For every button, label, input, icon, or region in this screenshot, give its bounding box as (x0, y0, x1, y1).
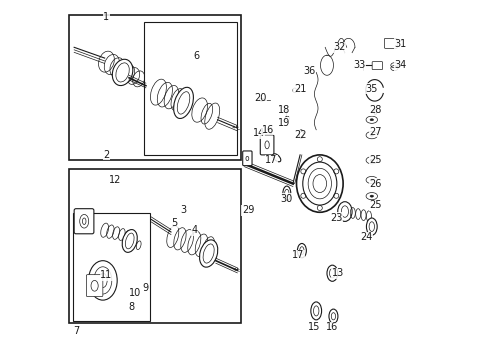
Text: 24: 24 (360, 232, 372, 242)
FancyBboxPatch shape (384, 39, 396, 48)
Ellipse shape (369, 179, 373, 181)
Text: 19: 19 (277, 118, 289, 128)
Text: 11: 11 (100, 270, 112, 280)
Text: 23: 23 (329, 213, 342, 222)
Ellipse shape (369, 159, 373, 161)
Bar (69, 169, 241, 323)
Ellipse shape (173, 87, 193, 118)
Ellipse shape (298, 130, 303, 138)
Ellipse shape (328, 309, 337, 323)
Text: 25: 25 (368, 200, 381, 210)
FancyBboxPatch shape (371, 62, 382, 69)
Ellipse shape (366, 218, 376, 235)
Text: 6: 6 (193, 51, 199, 61)
Text: 20: 20 (254, 93, 266, 103)
Text: 2: 2 (103, 150, 109, 160)
Text: 36: 36 (302, 66, 315, 76)
Text: 7: 7 (73, 325, 79, 336)
Text: 21: 21 (293, 84, 305, 94)
Text: 16: 16 (261, 125, 273, 135)
Text: 18: 18 (277, 105, 289, 115)
Ellipse shape (272, 154, 280, 162)
Text: 22: 22 (293, 130, 305, 140)
Text: 4: 4 (191, 225, 197, 235)
Text: 8: 8 (128, 302, 134, 312)
Bar (144, 22, 237, 155)
Ellipse shape (282, 186, 290, 201)
Ellipse shape (369, 119, 373, 121)
Text: 26: 26 (368, 179, 381, 189)
Ellipse shape (296, 155, 343, 212)
Text: 32: 32 (333, 42, 345, 52)
Text: 31: 31 (393, 39, 406, 49)
Text: 30: 30 (280, 194, 292, 204)
Text: 25: 25 (368, 155, 381, 165)
Bar (69, 15, 241, 160)
Ellipse shape (122, 230, 137, 252)
Ellipse shape (310, 302, 321, 320)
Bar (73, 213, 150, 320)
Text: 3: 3 (180, 206, 186, 216)
Ellipse shape (112, 59, 133, 86)
Text: 9: 9 (142, 283, 149, 293)
Ellipse shape (297, 243, 306, 258)
Ellipse shape (326, 265, 337, 281)
Ellipse shape (199, 240, 217, 267)
Ellipse shape (337, 202, 351, 221)
Text: 5: 5 (171, 218, 177, 228)
Text: 27: 27 (368, 127, 381, 136)
Text: 14: 14 (252, 129, 264, 138)
Text: 35: 35 (365, 84, 377, 94)
Text: 1: 1 (103, 12, 109, 22)
FancyBboxPatch shape (242, 151, 251, 166)
Text: 17: 17 (264, 155, 277, 165)
Ellipse shape (369, 195, 373, 197)
FancyBboxPatch shape (86, 275, 102, 297)
FancyBboxPatch shape (260, 135, 273, 155)
Text: 15: 15 (307, 322, 320, 332)
Text: 10: 10 (129, 288, 141, 298)
Text: 29: 29 (242, 206, 254, 216)
Ellipse shape (369, 134, 373, 136)
Text: 13: 13 (331, 268, 343, 278)
FancyBboxPatch shape (74, 209, 94, 234)
Text: 12: 12 (109, 175, 122, 185)
Text: 28: 28 (368, 105, 381, 115)
Text: 33: 33 (352, 60, 365, 70)
Text: 16: 16 (325, 322, 338, 332)
Text: 34: 34 (393, 60, 406, 70)
Text: 17: 17 (291, 250, 304, 260)
